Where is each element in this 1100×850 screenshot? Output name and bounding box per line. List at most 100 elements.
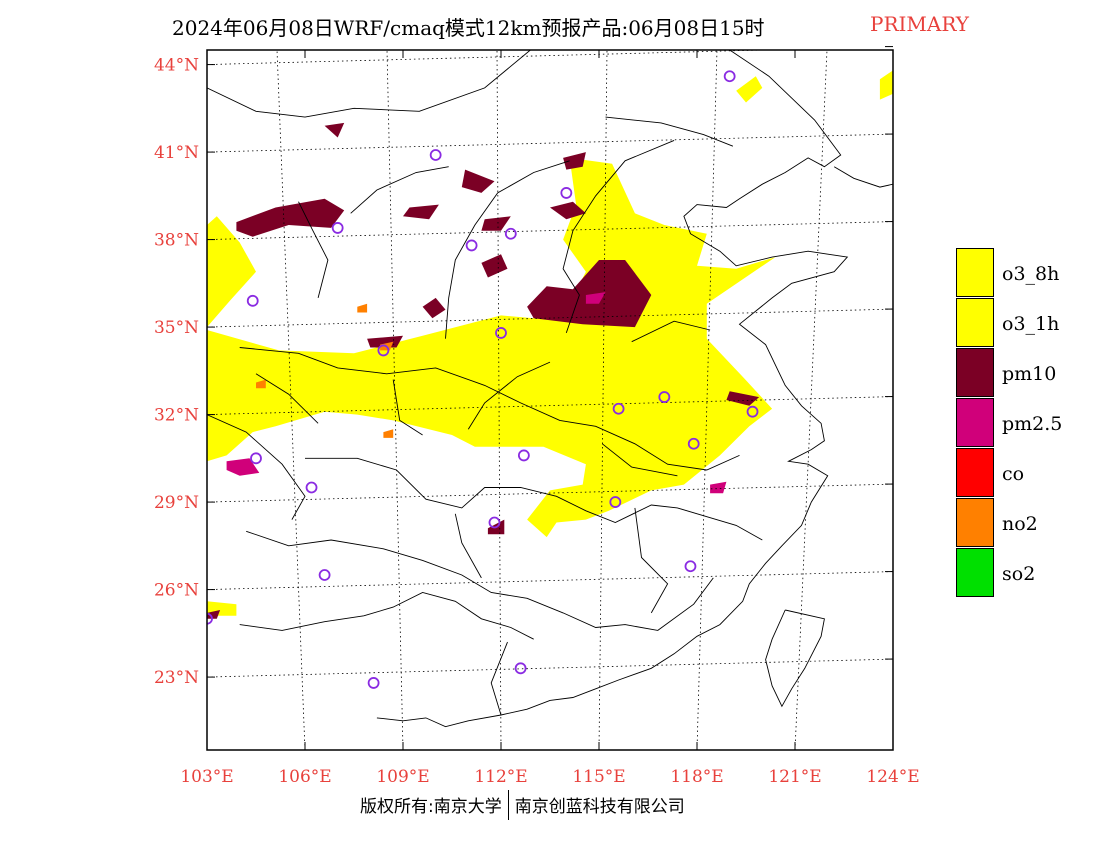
legend-item-o3_1h: o3_1h xyxy=(956,298,1096,348)
legend-item-co: co xyxy=(956,448,1096,498)
station-marker xyxy=(367,677,380,689)
title-pollutant-tag: PRIMARY xyxy=(870,12,969,36)
region-o3_1h xyxy=(879,70,893,100)
boundary-line xyxy=(255,373,319,424)
legend-item-no2: no2 xyxy=(956,498,1096,548)
region-o3_1h xyxy=(736,76,763,103)
lon-label: 103°E xyxy=(180,767,233,787)
region-no2 xyxy=(256,379,266,389)
region-pm10 xyxy=(461,169,495,193)
graticule xyxy=(207,50,893,750)
legend-swatch xyxy=(956,498,994,547)
boundary-line xyxy=(467,361,551,430)
station-marker xyxy=(305,481,318,494)
boundary-line xyxy=(376,50,849,728)
parallel-line xyxy=(207,571,893,590)
meridian-line xyxy=(892,743,893,750)
admin-boundaries xyxy=(207,50,893,728)
region-pm10 xyxy=(481,216,511,231)
boundary-line xyxy=(305,457,763,541)
region-pm10 xyxy=(236,198,345,237)
lon-label: 112°E xyxy=(474,767,527,787)
region-pm10 xyxy=(527,260,652,328)
station-marker xyxy=(658,391,671,403)
legend-swatch xyxy=(956,248,994,297)
longitude-labels: 103°E 106°E 109°E 112°E 115°E 118°E 121°E 124°E xyxy=(180,767,919,787)
legend-label: pm2.5 xyxy=(1002,413,1063,435)
map-title: 2024年06月08日WRF/cmaq模式12km预报产品:06月08日15时 … xyxy=(0,12,1100,42)
station-marker xyxy=(612,402,625,415)
legend-label: o3_8h xyxy=(1002,263,1060,285)
station-marker xyxy=(517,449,530,462)
region-pm10 xyxy=(726,391,760,406)
boundary-line xyxy=(392,379,423,436)
boundary-line xyxy=(298,201,329,299)
region-pm10 xyxy=(422,297,446,319)
region-pm10 xyxy=(207,610,221,619)
station-marker xyxy=(684,560,697,573)
parallel-line xyxy=(207,396,893,415)
map-frame xyxy=(206,49,894,751)
region-no2 xyxy=(383,429,394,438)
boundary-line xyxy=(765,609,825,708)
parallel-line xyxy=(207,658,893,678)
station-marker xyxy=(488,516,501,529)
lon-label: 118°E xyxy=(670,767,723,787)
parallel-line xyxy=(207,308,893,328)
region-pm10 xyxy=(324,122,345,138)
legend-item-pm2_5: pm2.5 xyxy=(956,398,1096,448)
station-marker xyxy=(465,239,478,252)
axis-ticks xyxy=(206,46,894,750)
region-pm10 xyxy=(550,201,586,220)
boundary-line xyxy=(350,166,449,214)
lat-label: 26°N xyxy=(154,581,199,601)
boundary-line xyxy=(445,160,570,339)
station-marker xyxy=(609,496,622,508)
lon-label: 115°E xyxy=(572,767,625,787)
region-o3_1h xyxy=(207,216,256,328)
legend-swatch xyxy=(956,548,994,597)
lon-label: 106°E xyxy=(278,767,331,787)
title-main: 2024年06月08日WRF/cmaq模式12km预报产品:06月08日15时 xyxy=(172,16,765,40)
legend-swatch xyxy=(956,398,994,447)
legend-swatch xyxy=(956,298,994,347)
boundary-line xyxy=(246,530,714,631)
lat-label: 35°N xyxy=(154,318,199,338)
parallel-line xyxy=(207,50,779,65)
legend-label: co xyxy=(1002,463,1025,485)
boundary-line xyxy=(239,592,534,640)
legend: o3_8h o3_1h pm10 pm2.5 co no2 so2 xyxy=(956,248,1096,598)
station-markers xyxy=(207,70,759,689)
station-marker xyxy=(495,327,507,339)
lat-label: 23°N xyxy=(154,668,199,688)
station-marker xyxy=(560,187,573,199)
region-pm10 xyxy=(563,152,586,170)
legend-label: o3_1h xyxy=(1002,313,1060,335)
region-pm10 xyxy=(481,254,508,278)
boundary-line xyxy=(207,50,531,118)
station-marker xyxy=(723,70,736,83)
station-marker xyxy=(429,149,442,161)
lat-label: 41°N xyxy=(154,143,199,163)
legend-item-so2: so2 xyxy=(956,548,1096,598)
boundary-line xyxy=(562,139,675,334)
station-marker xyxy=(377,344,390,357)
pollution-regions xyxy=(207,70,893,619)
boundary-line xyxy=(605,116,734,147)
station-marker xyxy=(207,612,213,625)
region-pm2_5 xyxy=(585,292,606,304)
boundary-line xyxy=(454,513,482,579)
lat-label: 38°N xyxy=(154,231,199,251)
parallel-line xyxy=(207,133,893,153)
lat-label: 32°N xyxy=(154,406,199,426)
lon-label: 124°E xyxy=(866,767,919,787)
lon-label: 121°E xyxy=(768,767,821,787)
region-pm2_5 xyxy=(226,458,260,476)
station-marker xyxy=(514,662,527,675)
boundary-line xyxy=(833,166,893,188)
station-marker xyxy=(504,227,517,240)
region-pm2_5 xyxy=(710,481,727,494)
lon-label: 109°E xyxy=(376,767,429,787)
legend-item-pm10: pm10 xyxy=(956,348,1096,398)
